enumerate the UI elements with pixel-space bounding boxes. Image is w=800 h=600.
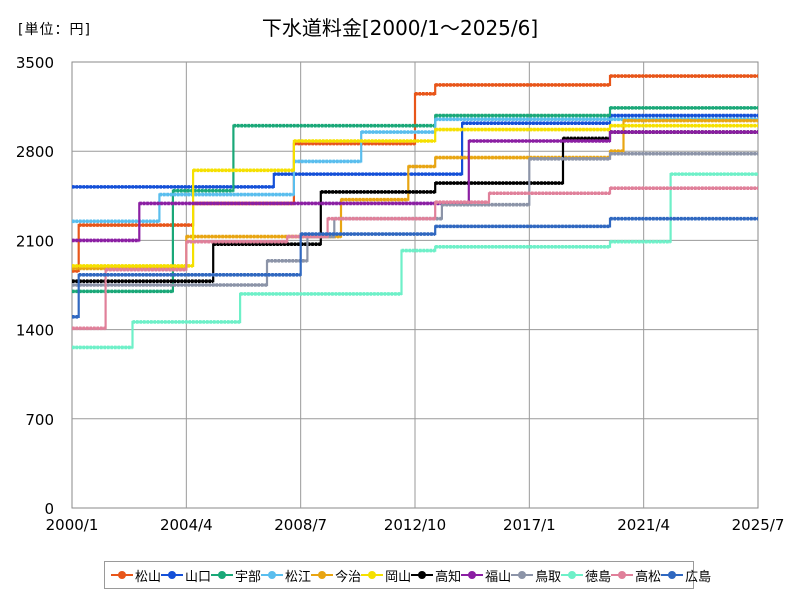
y-axis-tick-labels: 0 700 1400 2100 2800 3500 [16, 54, 54, 518]
legend-item: 福山 [461, 566, 511, 585]
legend-item: 山口 [161, 566, 211, 585]
legend-label: 高知 [435, 569, 462, 585]
legend-item: 鳥取 [511, 566, 561, 585]
x-tick-label: 2025/7 [732, 516, 785, 534]
legend-marker-icon [111, 570, 133, 580]
legend-label: 広島 [685, 569, 712, 585]
series-line [72, 106, 758, 293]
legend-item: 徳島 [561, 566, 611, 585]
legend-marker-icon [311, 570, 334, 580]
legend-item: 岡山 [361, 566, 411, 585]
x-tick-label: 2021/4 [617, 516, 670, 534]
legend-label: 鳥取 [535, 569, 562, 585]
series-line [72, 131, 758, 242]
legend-marker-icon [561, 570, 584, 580]
x-axis-tick-labels: 2000/1 2004/4 2008/7 2012/10 2017/1 2021/4 202… [46, 516, 785, 534]
x-tick-label: 2000/1 [46, 516, 99, 534]
legend-marker-icon [261, 570, 284, 580]
legend-label: 福山 [485, 569, 512, 585]
legend-item: 高松 [611, 566, 661, 585]
series-福山 [72, 130, 758, 243]
series-lines [72, 74, 758, 350]
y-tick-label: 2100 [16, 232, 54, 250]
legend-marker-icon [411, 570, 434, 580]
y-tick-label: 1400 [16, 322, 54, 340]
series-松江 [72, 117, 758, 224]
legend-item: 今治 [311, 566, 361, 585]
legend-label: 松江 [285, 569, 312, 585]
legend-label: 今治 [335, 569, 362, 585]
legend-item: 高知 [411, 566, 461, 585]
x-tick-label: 2004/4 [160, 516, 213, 534]
legend-label: 岡山 [385, 569, 412, 585]
legend-marker-icon [611, 570, 634, 580]
legend-marker-icon [511, 570, 534, 580]
series-山口 [72, 113, 758, 189]
series-広島 [72, 216, 758, 319]
x-tick-label: 2017/1 [503, 516, 556, 534]
legend-marker-icon [461, 570, 484, 580]
y-tick-label: 2800 [16, 143, 54, 161]
series-岡山 [72, 123, 758, 268]
x-tick-label: 2008/7 [274, 516, 327, 534]
legend-marker-icon [161, 570, 184, 580]
legend-label: 松山 [135, 569, 162, 585]
legend-marker-icon [361, 570, 384, 580]
legend-label: 徳島 [585, 569, 612, 585]
series-宇部 [72, 106, 758, 294]
y-tick-label: 0 [44, 500, 54, 518]
legend-label: 山口 [185, 569, 212, 585]
legend-marker-icon [211, 570, 234, 580]
series-高松 [72, 186, 758, 331]
legend-item: 広島 [661, 566, 711, 585]
legend-marker-icon [661, 570, 684, 580]
legend-item: 松江 [261, 566, 311, 585]
chart-title: 下水道料金[2000/1～2025/6] [261, 16, 539, 40]
y-tick-label: 3500 [16, 54, 54, 72]
legend: 松山 山口 宇部 松江 今治 岡山 高知 福山 鳥取 徳島 高松 広島 [104, 561, 711, 589]
series-徳島 [72, 172, 758, 350]
legend-label: 高松 [635, 569, 662, 585]
series-line [72, 114, 758, 188]
unit-label: [単位：円] [18, 22, 91, 38]
x-tick-label: 2012/10 [384, 516, 446, 534]
legend-item: 松山 [111, 566, 161, 585]
y-tick-label: 700 [25, 411, 54, 429]
legend-item: 宇部 [211, 566, 261, 585]
legend-label: 宇部 [235, 569, 262, 585]
